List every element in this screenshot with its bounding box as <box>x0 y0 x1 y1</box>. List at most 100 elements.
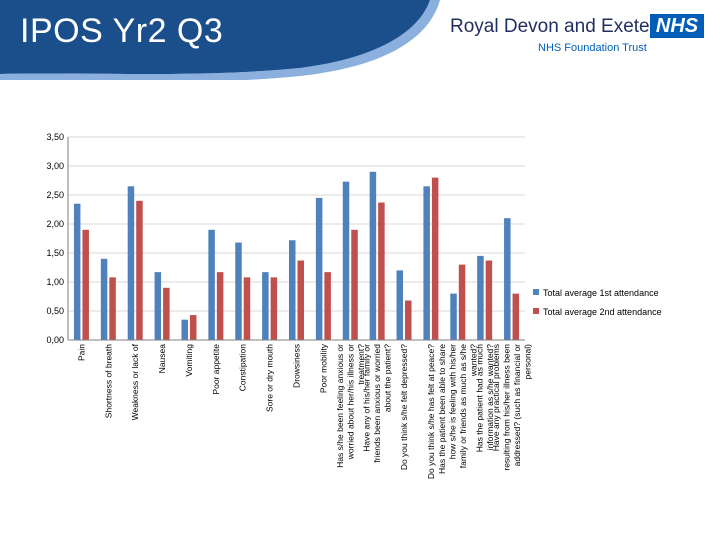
x-tick-label-line: Weakness or lack of <box>130 343 140 420</box>
x-tick-label: Vomiting <box>184 344 194 377</box>
x-tick-label-line: Do you think s/he has felt at peace? <box>426 344 436 479</box>
header-dark-band <box>0 0 430 74</box>
x-tick-label: Has the patient been able to sharehow s/… <box>437 344 479 474</box>
x-tick-label-line: addressed? (such as financial or <box>512 344 522 467</box>
x-tick-label: Poor mobility <box>318 343 328 393</box>
x-tick-label: Has the patient had as muchinformation a… <box>474 344 495 452</box>
x-tick-label-line: treatment? <box>356 344 366 385</box>
x-tick-label-line: about the patient? <box>383 344 393 412</box>
bar-series-2 <box>297 260 304 340</box>
bar-series-2 <box>216 272 224 340</box>
x-tick-label-line: Pain <box>76 344 86 361</box>
bar-series-2 <box>405 300 412 340</box>
y-tick-label: 2,00 <box>46 219 64 229</box>
x-tick-label: Have any of his/her family orfriends bee… <box>362 344 393 463</box>
bar-series-1 <box>100 258 108 340</box>
x-tick-label-line: worried about her/his illness or <box>345 344 355 460</box>
bar-series-2 <box>512 293 520 340</box>
bar-series-1 <box>154 272 162 340</box>
x-tick-label: Constipation <box>238 344 248 392</box>
bar-series-1 <box>396 270 404 340</box>
y-tick-label: 1,50 <box>46 248 64 258</box>
bar-series-2 <box>485 260 493 340</box>
bar-series-1 <box>127 186 135 340</box>
y-tick-label: 3,00 <box>46 161 64 171</box>
bar-series-1 <box>208 229 215 340</box>
legend-swatch-1 <box>533 289 539 295</box>
header-swoosh <box>0 0 440 80</box>
y-tick-label: 3,50 <box>46 132 64 142</box>
y-tick-label: 2,50 <box>46 190 64 200</box>
org-name: Royal Devon and Exeter <box>450 16 656 37</box>
page-title: IPOS Yr2 Q3 <box>20 12 224 50</box>
bar-series-2 <box>270 277 278 340</box>
x-tick-label: Nausea <box>157 344 167 374</box>
legend-label-1: Total average 1st attendance <box>543 288 659 298</box>
x-tick-label-line: Do you think s/he felt depressed? <box>399 344 409 470</box>
x-tick-label-line: Poor appetite <box>211 344 221 395</box>
x-tick-label-line: Have any of his/her family or <box>362 344 372 452</box>
legend-label-2: Total average 2nd attendance <box>543 307 662 317</box>
x-tick-label-line: Shortness of breath <box>103 344 113 418</box>
x-tick-label-line: wanted? <box>469 344 479 377</box>
x-tick-label: Have any practical problemsresulting fro… <box>491 344 533 471</box>
x-tick-label: Sore or dry mouth <box>265 344 275 412</box>
bar-series-2 <box>163 287 170 340</box>
bar-series-1 <box>369 171 377 340</box>
bars <box>73 171 520 340</box>
x-tick-label: Pain <box>76 344 86 361</box>
bar-series-1 <box>181 319 188 340</box>
legend-swatch-2 <box>533 308 539 314</box>
bar-series-2 <box>82 229 89 340</box>
legend: Total average 1st attendance Total averag… <box>533 288 662 317</box>
x-tick-label-line: Has s/he been feeling anxious or <box>335 344 345 468</box>
y-tick-label: 1,00 <box>46 277 64 287</box>
bar-series-2 <box>243 277 251 340</box>
bar-series-1 <box>450 293 457 340</box>
x-tick-label-line: resulting from his/her illness been <box>501 344 511 471</box>
x-tick-label-line: how s/he is feeling with his/her <box>448 344 458 459</box>
bar-series-1 <box>423 186 430 340</box>
x-tick-label-line: Has the patient had as much <box>474 344 484 452</box>
bar-series-1 <box>73 203 81 340</box>
x-tick-label: Do you think s/he has felt at peace? <box>426 344 436 479</box>
bar-series-1 <box>315 197 323 340</box>
y-tick-label: 0,00 <box>46 335 64 345</box>
x-tick-label: Do you think s/he felt depressed? <box>399 344 409 470</box>
x-tick-label-line: Vomiting <box>184 344 194 377</box>
nhs-logo: NHS <box>650 14 704 38</box>
bar-series-1 <box>477 255 484 340</box>
header-banner: IPOS Yr2 Q3 Royal Devon and Exeter NHS N… <box>0 0 720 80</box>
x-tick-label-line: Drowsiness <box>292 344 302 388</box>
axes <box>67 137 525 341</box>
x-tick-label: Weakness or lack of <box>130 343 140 420</box>
bar-series-2 <box>136 200 143 340</box>
x-tick-label: Shortness of breath <box>103 344 113 418</box>
bar-series-2 <box>324 272 331 340</box>
x-tick-label-line: Sore or dry mouth <box>265 344 275 412</box>
x-tick-label: Poor appetite <box>211 344 221 395</box>
x-tick-label-line: Poor mobility <box>318 343 328 393</box>
bar-series-1 <box>262 272 269 340</box>
bar-series-2 <box>431 177 439 340</box>
x-tick-label: Has s/he been feeling anxious orworried … <box>335 344 366 468</box>
trust-name: NHS Foundation Trust <box>538 42 647 54</box>
x-tick-label-line: Nausea <box>157 344 167 374</box>
x-tick-label-line: family or friends as much as s/he <box>458 344 468 469</box>
x-tick-label: Drowsiness <box>292 344 302 388</box>
x-tick-label-line: information as s/he wanted? <box>485 344 495 451</box>
bar-series-2 <box>378 202 385 340</box>
y-tick-label: 0,50 <box>46 306 64 316</box>
bar-series-1 <box>504 218 511 340</box>
bar-series-1 <box>289 240 296 340</box>
bar-series-2 <box>351 229 358 340</box>
bar-series-2 <box>109 277 116 340</box>
x-tick-label-line: friends been anxious or worried <box>372 344 382 463</box>
bar-series-1 <box>235 242 242 340</box>
x-tick-label-line: personal) <box>522 344 532 380</box>
bar-series-2 <box>189 315 197 340</box>
x-tick-label-line: Has the patient been able to share <box>437 344 447 474</box>
x-tick-label-line: Have any practical problems <box>491 344 501 451</box>
tick-labels: 0,00 0,50 1,00 1,50 2,00 2,50 3,00 3,50 Pain Shor… <box>46 132 532 479</box>
